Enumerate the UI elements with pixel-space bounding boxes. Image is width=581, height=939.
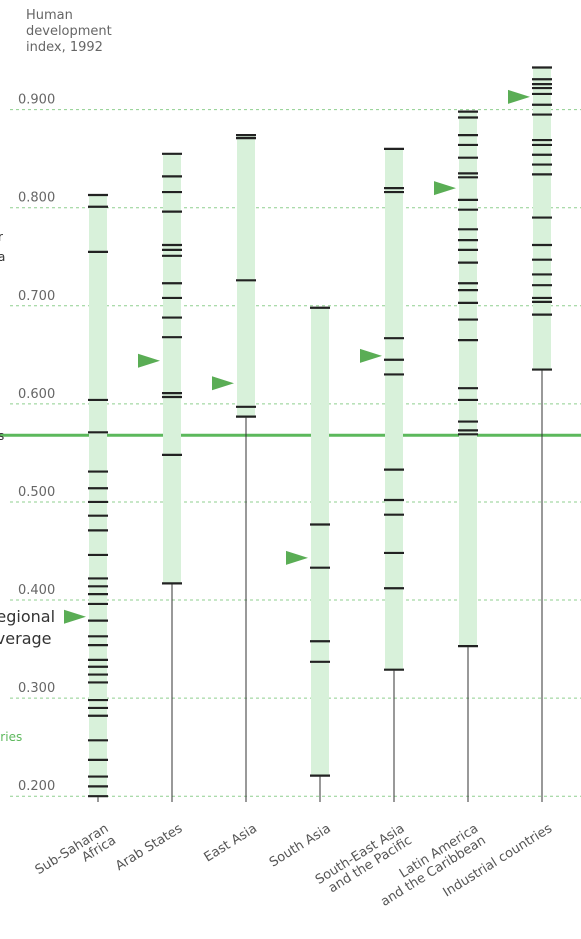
y-tick-label: 0.700 (18, 289, 55, 304)
average-marker (286, 550, 308, 565)
y-tick-label: 0.900 (18, 93, 55, 108)
average-marker (360, 348, 382, 363)
average-marker (508, 89, 530, 104)
y-tick-label: 0.500 (18, 485, 55, 500)
side-label: r (0, 230, 3, 244)
average-marker (64, 609, 86, 624)
side-label: Regional average (0, 607, 56, 648)
range-bar (237, 134, 255, 418)
side-label: s (0, 429, 5, 443)
range-bar (163, 152, 181, 585)
range-bar (459, 110, 477, 648)
y-tick-label: 0.300 (18, 681, 55, 696)
side-label: ntries (0, 730, 23, 744)
average-marker (212, 376, 234, 391)
y-tick-label: 0.600 (18, 387, 55, 402)
average-marker (138, 353, 160, 368)
side-label: a (0, 250, 6, 264)
range-bar (311, 306, 329, 777)
range-bar (89, 193, 107, 798)
y-axis-label: Human development index, 1992 (26, 8, 112, 55)
range-bar (385, 147, 403, 671)
y-tick-label: 0.400 (18, 583, 55, 598)
y-tick-label: 0.800 (18, 191, 55, 206)
average-marker (434, 181, 456, 196)
y-tick-label: 0.200 (18, 779, 55, 794)
